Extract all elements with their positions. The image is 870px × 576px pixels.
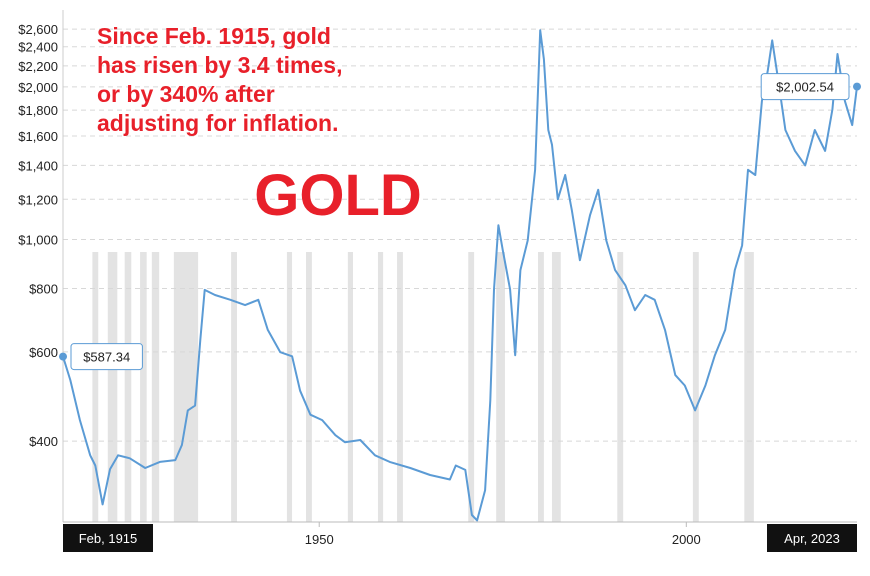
shaded-range (397, 252, 403, 522)
shaded-range (173, 252, 199, 522)
x-tick-label: 1950 (305, 532, 334, 547)
y-tick-label: $600 (29, 345, 58, 360)
shaded-range (538, 252, 544, 522)
value-label-box (70, 343, 143, 371)
y-tick-label: $1,400 (18, 158, 58, 173)
shaded-range (286, 252, 293, 522)
y-tick-label: $2,400 (18, 40, 58, 55)
shaded-range (151, 252, 160, 522)
chart-label: GOLD (254, 163, 422, 228)
price-line (62, 29, 858, 522)
shaded-range (92, 252, 99, 522)
shaded-ranges (92, 252, 754, 522)
y-tick-label: $400 (29, 434, 58, 449)
x-tick-label: 2000 (672, 532, 701, 547)
value-label: $2,002.54 (776, 80, 834, 95)
shaded-range (306, 252, 312, 522)
end-point (853, 82, 861, 91)
annotation-line: adjusting for inflation. (97, 110, 338, 136)
annotation-line: has risen by 3.4 times, (97, 52, 342, 78)
grid (63, 28, 857, 442)
shaded-range (107, 252, 118, 522)
shaded-range (551, 252, 561, 522)
shaded-range (347, 252, 353, 522)
y-tick-label: $2,000 (18, 80, 58, 95)
shaded-range (124, 252, 132, 522)
shaded-range (231, 252, 237, 522)
y-tick-label: $1,800 (18, 103, 58, 118)
annotation-line: or by 340% after (97, 81, 275, 107)
value-label-box (760, 73, 850, 101)
x-edge-label: Feb, 1915 (79, 531, 138, 546)
y-tick-label: $1,600 (18, 129, 58, 144)
annotations: Since Feb. 1915, gold has risen by 3.4 ti… (97, 23, 422, 228)
end-point (59, 352, 67, 361)
shaded-range (140, 252, 147, 522)
annotation-line: Since Feb. 1915, gold (97, 23, 331, 49)
x-edge-label-box (767, 524, 857, 552)
axes: $400 $600 $800 $1,000 $1,200 $1,400 $1,600 $1,8… (18, 10, 857, 552)
y-tick-label: $1,200 (18, 192, 58, 207)
y-tick-label: $2,200 (18, 59, 58, 74)
shaded-range (617, 252, 624, 522)
shaded-range (692, 252, 699, 522)
value-label: $587.34 (83, 350, 130, 365)
shaded-range (744, 252, 754, 522)
y-tick-label: $800 (29, 282, 58, 297)
y-tick-label: $1,000 (18, 232, 58, 247)
shaded-range (496, 252, 505, 522)
shaded-range (377, 252, 384, 522)
x-edge-label-box (63, 524, 153, 552)
series: $587.34 $2,002.54 (59, 29, 861, 522)
x-edge-label: Apr, 2023 (784, 531, 840, 546)
shaded-range (468, 252, 475, 522)
y-tick-label: $2,600 (18, 22, 58, 37)
